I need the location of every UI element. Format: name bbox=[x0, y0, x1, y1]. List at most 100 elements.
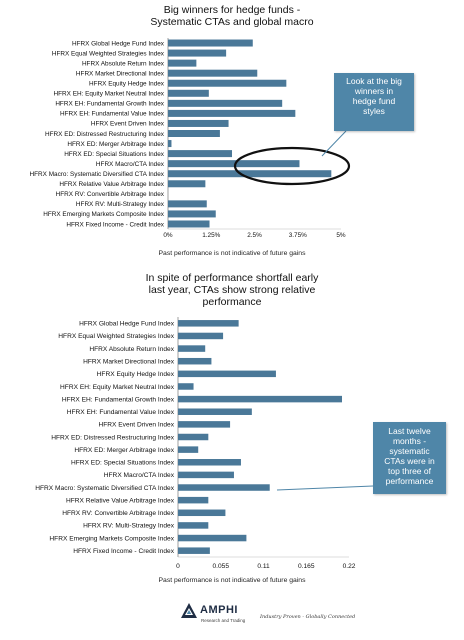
chart2-category-label: HFRX Market Directional Index bbox=[83, 359, 175, 366]
chart1-category-label: HFRX Event Driven Index bbox=[91, 121, 165, 128]
chart2-tick-label: 0.22 bbox=[343, 563, 356, 570]
chart2-category-label: HFRX Relative Value Arbitrage Index bbox=[66, 497, 175, 504]
chart1-category-label: HFRX EH: Fundamental Value Index bbox=[60, 111, 165, 118]
chart1-bar bbox=[168, 59, 197, 67]
chart1-category-label: HFRX Equal Weighted Strategies Index bbox=[52, 50, 165, 57]
brand-name: AMPHI bbox=[200, 604, 238, 616]
chart2-category-label: HFRX EH: Equity Market Neutral Index bbox=[60, 384, 175, 391]
chart1-category-label: HFRX Relative Value Arbitrage Index bbox=[59, 181, 164, 188]
chart2-bar bbox=[178, 534, 247, 542]
amphi-logo-icon bbox=[181, 603, 197, 618]
chart2-bar bbox=[178, 484, 270, 491]
chart2-bar bbox=[178, 509, 226, 517]
chart2-title-line-2: last year, CTAs show strong relative bbox=[148, 284, 316, 296]
chart2-bar bbox=[178, 446, 199, 453]
chart2-category-label: HFRX Fixed Income - Credit Index bbox=[73, 548, 174, 555]
chart1-tick-label: 3.75% bbox=[289, 232, 307, 239]
chart1-tick-label: 2.5% bbox=[247, 232, 262, 239]
brand-subtitle: Research and Trading bbox=[201, 618, 246, 623]
chart2-bar bbox=[178, 408, 252, 415]
chart1-category-label: HFRX EH: Equity Market Neutral Index bbox=[54, 91, 165, 98]
chart2-bar bbox=[178, 332, 224, 340]
chart1-bar bbox=[168, 119, 229, 127]
chart2-category-label: HFRX Absolute Return Index bbox=[89, 346, 174, 353]
chart2-tick-label: 0.165 bbox=[298, 563, 315, 570]
chart1-category-label: HFRX Equity Hedge Index bbox=[89, 81, 165, 88]
brand-tagline: Industry Proven - Globally Connected bbox=[260, 614, 356, 620]
chart1-bar bbox=[168, 99, 283, 107]
chart1-tick-label: 0% bbox=[163, 232, 173, 239]
chart2-category-label: HFRX ED: Special Situations Index bbox=[71, 460, 175, 467]
chart2-category-label: HFRX Macro: Systematic Diversified CTA I… bbox=[35, 485, 174, 492]
chart1-title: Big winners for hedge funds - Systematic… bbox=[0, 4, 464, 28]
chart1-bar bbox=[168, 89, 209, 97]
chart2-title-line-3: performance bbox=[202, 296, 262, 308]
chart1-category-label: HFRX Global Hedge Fund Index bbox=[72, 40, 165, 47]
chart2-category-label: HFRX Emerging Markets Composite Index bbox=[49, 535, 174, 542]
chart1-plot: HFRX Global Hedge Fund Index HFRX Equal W… bbox=[30, 38, 351, 239]
chart1-title-line-1: Big winners for hedge funds - bbox=[163, 4, 301, 16]
chart1-callout: Look at the big winners in hedge fund style… bbox=[334, 73, 414, 131]
chart2-title: In spite of performance shortfall early … bbox=[0, 272, 464, 308]
chart2-category-label: HFRX Macro/CTA Index bbox=[104, 472, 175, 479]
chart2-category-label: HFRX ED: Merger Arbitrage Index bbox=[74, 447, 174, 454]
chart2-category-label: HFRX ED: Distressed Restructuring Index bbox=[51, 434, 174, 441]
callout1-line-2: winners in bbox=[354, 86, 394, 96]
chart1-bar bbox=[168, 180, 206, 188]
chart2-bar bbox=[178, 395, 343, 403]
chart2-bar bbox=[178, 357, 212, 365]
chart2-category-label: HFRX EH: Fundamental Value Index bbox=[67, 409, 175, 416]
callout2-line-1: Last twelve bbox=[388, 426, 431, 436]
chart2-category-label: HFRX Global Hedge Fund Index bbox=[79, 321, 175, 328]
callout1-line-4: styles bbox=[363, 106, 385, 116]
chart2-bar bbox=[178, 522, 209, 529]
chart2-category-label: HFRX RV: Convertible Arbitrage Index bbox=[62, 510, 174, 517]
chart1-bar bbox=[168, 79, 287, 87]
chart2-bar bbox=[178, 459, 241, 466]
chart1-bar bbox=[168, 220, 210, 228]
chart2-category-label: HFRX Equal Weighted Strategies Index bbox=[58, 333, 174, 340]
chart1-bar bbox=[168, 150, 233, 158]
chart2-note: Past performance is not indicative of fu… bbox=[158, 577, 306, 584]
chart1-bar bbox=[168, 109, 296, 117]
chart1-tick-label: 1.25% bbox=[202, 232, 220, 239]
chart1-tick-label: 5% bbox=[336, 232, 346, 239]
chart1-bar bbox=[168, 210, 216, 218]
callout2-line-2: months - bbox=[392, 436, 427, 446]
chart2-bar bbox=[178, 471, 234, 479]
chart2-bar bbox=[178, 345, 206, 352]
chart2-category-label: HFRX RV: Multi-Strategy Index bbox=[83, 523, 175, 530]
callout2-line-3: systematic bbox=[389, 446, 430, 456]
callout2-line-4: CTAs were in bbox=[384, 456, 435, 466]
chart1-category-label: HFRX Macro: Systematic Diversified CTA I… bbox=[30, 171, 165, 178]
chart2-category-label: HFRX Equity Hedge Index bbox=[97, 371, 175, 378]
chart2-bar bbox=[178, 433, 209, 441]
chart1-bar bbox=[168, 130, 220, 137]
chart1-bar bbox=[168, 170, 332, 178]
chart1-category-label: HFRX Fixed Income - Credit Index bbox=[66, 221, 164, 228]
chart1-category-label: HFRX ED: Merger Arbitrage Index bbox=[67, 141, 164, 148]
chart2-bar bbox=[178, 496, 209, 504]
footer-brand: AMPHI Research and Trading Industry Prov… bbox=[168, 598, 464, 632]
callout1-line-3: hedge fund bbox=[352, 96, 396, 106]
chart2-callout-pointer bbox=[276, 485, 374, 491]
chart2-title-line-1: In spite of performance shortfall early bbox=[145, 272, 319, 284]
chart1-category-label: HFRX Emerging Markets Composite Index bbox=[43, 211, 165, 218]
chart1-note: Past performance is not indicative of fu… bbox=[158, 250, 306, 257]
chart1-title-line-2: Systematic CTAs and global macro bbox=[150, 16, 314, 28]
chart1-bar bbox=[168, 49, 227, 57]
chart1-bar bbox=[168, 160, 300, 168]
chart1-category-label: HFRX ED: Special Situations Index bbox=[64, 151, 165, 158]
chart1-highlight-ellipse bbox=[233, 146, 351, 186]
chart1-category-label: HFRX ED: Distressed Restructuring Index bbox=[45, 131, 165, 138]
chart2-tick-label: 0.11 bbox=[257, 563, 270, 570]
chart1-category-label: HFRX Macro/CTA Index bbox=[96, 161, 165, 168]
chart1-category-label: HFRX RV: Multi-Strategy Index bbox=[76, 201, 165, 208]
chart1-bar bbox=[168, 39, 253, 47]
chart1-category-label: HFRX RV: Convertible Arbitrage Index bbox=[56, 191, 165, 198]
chart2-callout: Last twelve months - systematic CTAs were i… bbox=[373, 422, 446, 494]
chart1-category-label: HFRX Market Directional Index bbox=[76, 70, 165, 77]
chart1-category-label: HFRX Absolute Return Index bbox=[82, 60, 165, 67]
chart2-category-label: HFRX EH: Fundamental Growth Index bbox=[62, 396, 175, 403]
callout2-line-5: top three of bbox=[387, 466, 431, 476]
